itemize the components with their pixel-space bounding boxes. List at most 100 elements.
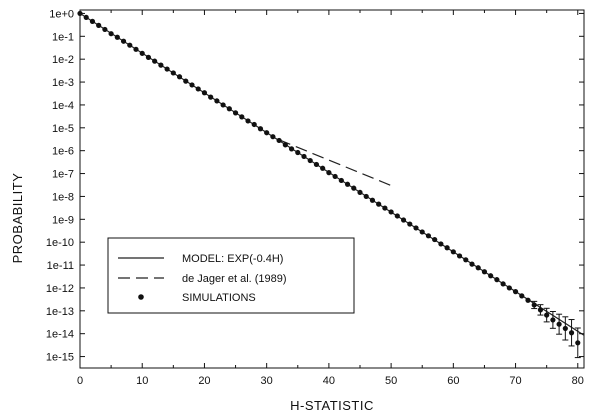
data-point xyxy=(500,281,506,287)
legend-swatch-point xyxy=(138,294,144,300)
x-tick-label: 70 xyxy=(509,375,521,387)
x-tick-label: 30 xyxy=(261,375,273,387)
data-point xyxy=(276,137,282,144)
data-point xyxy=(208,94,214,100)
legend-box xyxy=(107,237,355,314)
data-point xyxy=(488,273,494,279)
data-point xyxy=(251,121,257,128)
data-point xyxy=(438,241,444,247)
data-point xyxy=(407,221,413,227)
data-point xyxy=(295,149,301,156)
data-point xyxy=(463,257,469,263)
data-point xyxy=(288,146,295,152)
data-point xyxy=(332,173,338,180)
data-point xyxy=(139,50,145,56)
data-point xyxy=(114,34,120,40)
data-point xyxy=(158,62,164,68)
x-tick-label: 60 xyxy=(447,375,459,387)
data-point xyxy=(456,253,463,259)
series-line-de-jager xyxy=(278,139,392,187)
data-point xyxy=(344,181,351,187)
data-point xyxy=(195,86,201,92)
data-point xyxy=(189,82,195,88)
data-point xyxy=(152,58,158,64)
y-tick-label: 1e-9 xyxy=(52,214,74,226)
y-tick-label: 1e-8 xyxy=(52,191,74,203)
data-point xyxy=(575,340,581,346)
data-point xyxy=(388,209,394,215)
data-point xyxy=(120,38,127,44)
x-tick-label: 80 xyxy=(572,375,584,387)
data-point xyxy=(83,14,89,21)
data-point xyxy=(320,165,326,171)
y-tick-label: 1e-4 xyxy=(52,100,74,112)
data-point xyxy=(444,245,450,251)
data-point xyxy=(270,134,276,140)
y-tick-label: 1e-1 xyxy=(52,31,74,43)
data-point xyxy=(351,185,357,191)
data-point xyxy=(400,217,407,223)
data-point xyxy=(145,54,152,60)
y-tick-label: 1e-14 xyxy=(46,329,74,341)
data-point xyxy=(89,18,96,24)
data-point xyxy=(220,102,226,108)
data-point xyxy=(531,302,537,308)
y-tick-label: 1e-11 xyxy=(47,260,74,272)
y-tick-label: 1e-15 xyxy=(46,352,74,364)
data-point xyxy=(232,110,239,116)
data-point xyxy=(512,289,519,295)
data-point xyxy=(419,229,425,235)
data-point xyxy=(556,321,562,327)
data-point xyxy=(550,317,556,323)
y-tick-label: 1e-5 xyxy=(52,123,74,135)
data-point xyxy=(183,78,189,84)
x-tick-label: 20 xyxy=(198,375,210,387)
data-point xyxy=(519,293,525,299)
data-point xyxy=(133,46,139,52)
data-point xyxy=(201,90,208,96)
y-tick-label: 1e-3 xyxy=(52,77,74,89)
data-point xyxy=(102,26,108,33)
x-tick-label: 10 xyxy=(136,375,148,387)
data-point xyxy=(494,277,500,283)
data-point xyxy=(301,153,307,160)
data-point xyxy=(282,142,288,148)
data-point xyxy=(214,98,220,104)
data-point xyxy=(239,114,245,120)
data-point xyxy=(382,205,388,211)
y-tick-label: 1e-7 xyxy=(52,169,74,181)
y-tick-label: 1e-10 xyxy=(46,237,74,249)
data-point xyxy=(432,236,438,243)
plot-frame xyxy=(79,9,585,369)
data-point xyxy=(544,312,550,318)
data-point xyxy=(394,213,400,219)
y-tick-label: 1e-6 xyxy=(52,146,74,158)
y-tick-label: 1e+0 xyxy=(49,8,74,20)
data-point xyxy=(326,170,332,176)
data-point xyxy=(450,249,456,255)
data-point xyxy=(475,265,481,271)
data-point xyxy=(257,126,264,132)
data-point xyxy=(108,31,114,37)
data-point xyxy=(562,325,568,332)
data-point xyxy=(537,307,544,313)
data-point xyxy=(506,285,512,291)
data-point xyxy=(164,66,170,72)
legend-label: SIMULATIONS xyxy=(182,292,256,304)
data-point xyxy=(338,177,344,184)
data-point xyxy=(127,42,133,48)
data-point xyxy=(307,157,313,164)
data-point xyxy=(469,261,475,267)
data-point xyxy=(568,330,575,336)
data-point xyxy=(170,70,176,76)
data-point xyxy=(413,225,419,231)
data-point xyxy=(357,189,363,196)
data-point xyxy=(245,118,251,124)
data-point xyxy=(369,197,376,203)
data-point xyxy=(525,297,531,303)
data-point xyxy=(226,106,232,112)
data-point xyxy=(96,22,102,28)
data-point xyxy=(313,161,320,168)
x-tick-label: 40 xyxy=(323,375,335,387)
